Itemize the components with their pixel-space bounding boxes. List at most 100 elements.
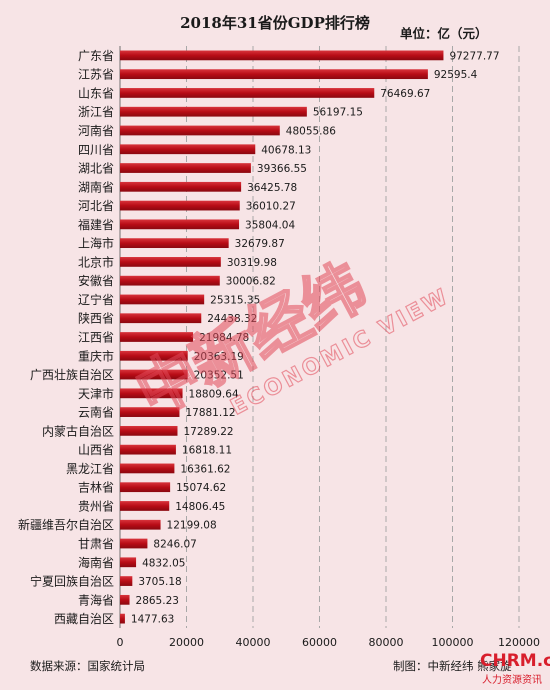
category-label: 甘肃省 xyxy=(78,537,114,551)
value-labels: 97277.77 92595.4 76469.67 56197.15 48055.86 4… xyxy=(131,50,500,625)
chart-credit: 制图：中新经纬 熊家旋 xyxy=(393,659,512,673)
value-label: 76469.67 xyxy=(380,88,430,100)
category-label: 北京市 xyxy=(78,254,114,269)
value-label: 32679.87 xyxy=(235,238,285,250)
category-label: 广西壮族自治区 xyxy=(30,368,114,382)
unit-label: 单位：亿（元） xyxy=(400,26,488,41)
value-label: 17289.22 xyxy=(183,426,233,438)
value-label: 36010.27 xyxy=(246,201,296,213)
category-label: 青海省 xyxy=(78,592,114,607)
category-label: 河北省 xyxy=(78,199,114,213)
bar xyxy=(120,388,183,399)
chart-title: 2018年31省份GDP排行榜 xyxy=(180,14,370,32)
category-label: 山东省 xyxy=(78,86,114,100)
x-tick-label: 100000 xyxy=(432,636,474,649)
bar xyxy=(120,50,444,61)
value-label: 3705.18 xyxy=(138,576,181,588)
bar xyxy=(120,88,375,98)
bar xyxy=(120,369,188,380)
x-tick-label: 0 xyxy=(117,636,124,649)
category-label: 山西省 xyxy=(78,443,114,457)
value-label: 25315.35 xyxy=(210,294,260,306)
category-label: 西藏自治区 xyxy=(54,612,114,626)
bar xyxy=(120,275,220,286)
value-label: 30319.98 xyxy=(227,257,277,269)
bar xyxy=(120,144,256,155)
x-tick-labels: 0 20000 40000 60000 80000 100000 120000 xyxy=(117,636,541,649)
x-tick-label: 80000 xyxy=(369,636,404,649)
bar xyxy=(120,425,178,436)
value-label: 92595.4 xyxy=(434,69,478,81)
bar xyxy=(120,200,240,211)
bar xyxy=(120,613,125,624)
value-label: 21984.78 xyxy=(199,332,249,344)
value-label: 20352.51 xyxy=(194,370,244,382)
logo-tagline: 人力资源资讯 xyxy=(482,673,542,686)
value-label: 36425.78 xyxy=(247,182,297,194)
category-label: 河南省 xyxy=(78,123,114,138)
bar xyxy=(120,238,229,249)
value-label: 97277.77 xyxy=(449,50,499,62)
value-label: 14806.45 xyxy=(175,501,225,513)
bars xyxy=(120,50,444,624)
category-label: 新疆维吾尔自治区 xyxy=(18,517,114,532)
value-label: 1477.63 xyxy=(131,614,174,626)
category-label: 上海市 xyxy=(78,236,114,251)
category-label: 吉林省 xyxy=(78,481,114,495)
bar xyxy=(120,125,280,136)
category-label: 湖北省 xyxy=(78,161,114,176)
bar xyxy=(120,594,130,605)
value-label: 40678.13 xyxy=(261,144,311,156)
bar xyxy=(120,482,171,493)
category-label: 福建省 xyxy=(78,217,114,232)
bar xyxy=(120,313,202,324)
bar xyxy=(120,444,176,455)
bar xyxy=(120,350,188,361)
value-label: 12199.08 xyxy=(167,520,217,532)
bar xyxy=(120,106,307,117)
value-label: 56197.15 xyxy=(313,107,363,119)
value-label: 15074.62 xyxy=(176,482,226,494)
category-label: 海南省 xyxy=(78,555,114,570)
category-label: 内蒙古自治区 xyxy=(42,423,114,438)
bar xyxy=(120,557,137,568)
bar xyxy=(120,257,221,267)
bar xyxy=(120,519,161,530)
category-label: 黑龙江省 xyxy=(66,462,114,476)
value-label: 4832.05 xyxy=(142,557,185,569)
value-label: 16361.62 xyxy=(180,463,230,475)
bar xyxy=(120,463,175,474)
category-label: 江苏省 xyxy=(78,68,114,82)
x-tick-label: 120000 xyxy=(498,636,540,649)
value-label: 2865.23 xyxy=(136,595,179,607)
value-label: 30006.82 xyxy=(226,276,276,288)
category-label: 重庆市 xyxy=(78,348,114,363)
bar xyxy=(120,407,180,417)
value-label: 17881.12 xyxy=(185,407,235,419)
value-label: 16818.11 xyxy=(182,445,232,457)
value-label: 24438.32 xyxy=(207,313,257,325)
value-label: 8246.07 xyxy=(153,539,196,551)
bar xyxy=(120,501,170,511)
bar xyxy=(120,576,133,586)
category-label: 广东省 xyxy=(78,49,114,63)
category-label: 安徽省 xyxy=(78,273,114,288)
category-label: 贵州省 xyxy=(78,499,114,513)
x-tick-label: 20000 xyxy=(169,636,204,649)
category-label: 辽宁省 xyxy=(78,292,114,307)
logo-text: CHRM.cn xyxy=(480,651,550,671)
category-label: 天津市 xyxy=(78,386,114,401)
bar xyxy=(120,163,251,173)
data-source: 数据来源：国家统计局 xyxy=(30,659,145,673)
category-label: 云南省 xyxy=(78,405,114,420)
category-label: 江西省 xyxy=(78,331,114,345)
value-label: 20363.19 xyxy=(194,351,244,363)
category-label: 湖南省 xyxy=(78,179,114,194)
value-label: 18809.64 xyxy=(189,388,239,400)
bar xyxy=(120,294,205,305)
value-label: 35804.04 xyxy=(245,219,295,231)
bar xyxy=(120,181,242,192)
bar xyxy=(120,538,148,549)
value-label: 39366.55 xyxy=(257,163,307,175)
